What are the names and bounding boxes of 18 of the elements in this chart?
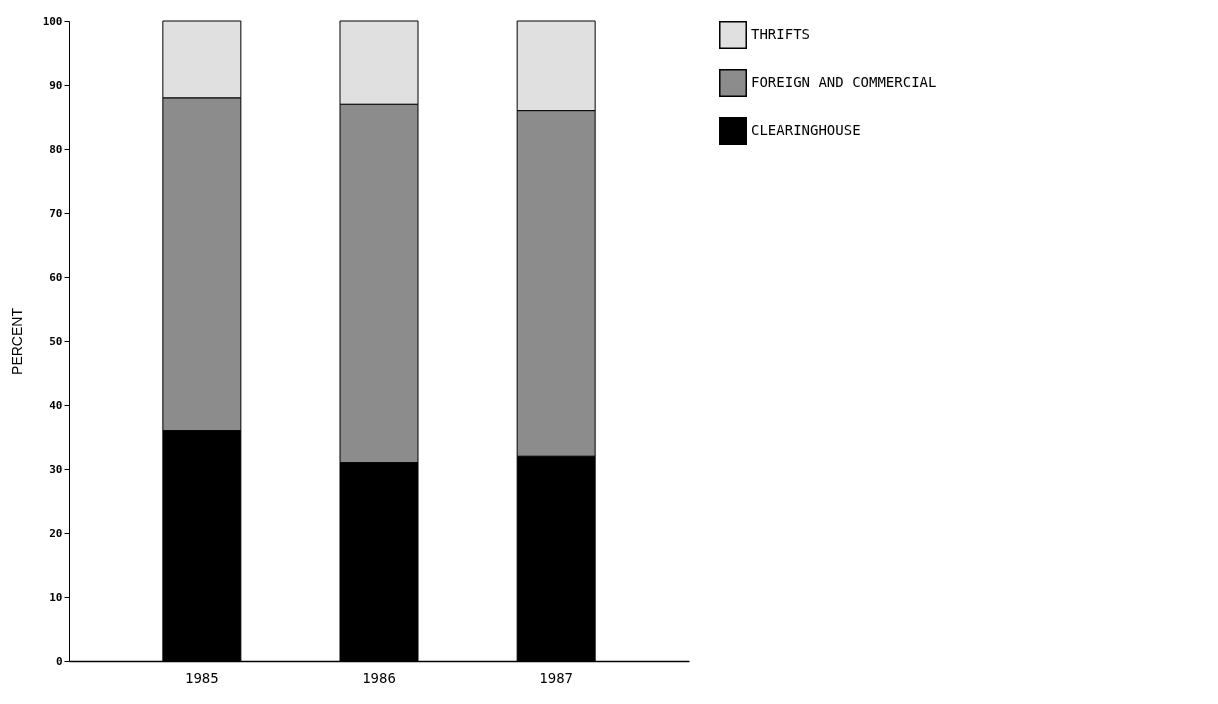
y-tick-label: 80 [49,142,63,156]
legend-label: THRIFTS [751,26,811,42]
x-tick-label: 1985 [185,669,219,686]
x-tick-label: 1987 [539,669,573,686]
y-tick-label: 40 [49,398,63,412]
y-tick-label: 20 [49,526,63,540]
legend-label: FOREIGN AND COMMERCIAL [751,74,937,90]
x-tick-label: 1986 [362,669,396,686]
y-tick-label: 70 [49,206,63,220]
y-axis-title: PERCENT [8,307,25,375]
legend-label: CLEARINGHOUSE [751,122,861,138]
y-tick-label: 10 [49,590,63,604]
y-tick-label: 100 [42,14,63,28]
y-tick-label: 60 [49,270,63,284]
y-tick-label: 30 [49,462,63,476]
y-tick-label: 90 [49,78,63,92]
y-tick-label: 50 [49,334,63,348]
y-tick-label: 0 [55,654,63,668]
